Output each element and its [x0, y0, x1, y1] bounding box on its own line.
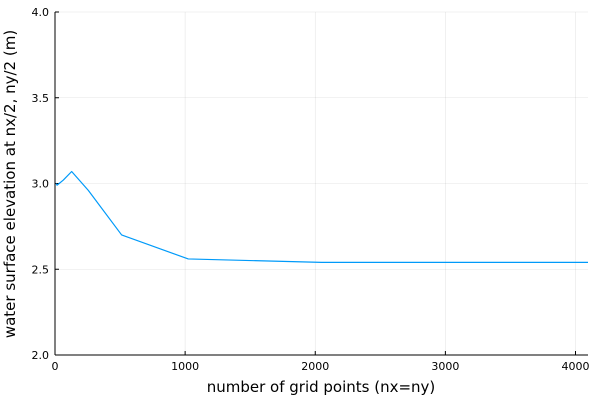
series-layer — [55, 170, 588, 263]
ticks: 0 1000 2000 3000 4000 2.0 2.5 3.0 3.5 4.0 — [32, 6, 590, 373]
x-axis-label: number of grid points (nx=ny) — [207, 378, 436, 396]
y-tick-label: 3.5 — [32, 92, 50, 105]
y-axis-label: water surface elevation at nx/2, ny/2 (m… — [1, 30, 19, 338]
y-tick-label: 3.0 — [32, 178, 50, 191]
y-tick-label: 4.0 — [32, 6, 50, 19]
x-tick-label: 3000 — [431, 360, 459, 373]
x-tick-label: 4000 — [562, 360, 590, 373]
y-tick-label: 2.5 — [32, 263, 50, 276]
x-tick-label: 2000 — [301, 360, 329, 373]
grid — [54, 11, 588, 356]
x-tick-label: 0 — [52, 360, 59, 373]
y-tick-label: 2.0 — [32, 349, 50, 362]
x-tick-label: 1000 — [171, 360, 199, 373]
series-line — [55, 170, 588, 263]
